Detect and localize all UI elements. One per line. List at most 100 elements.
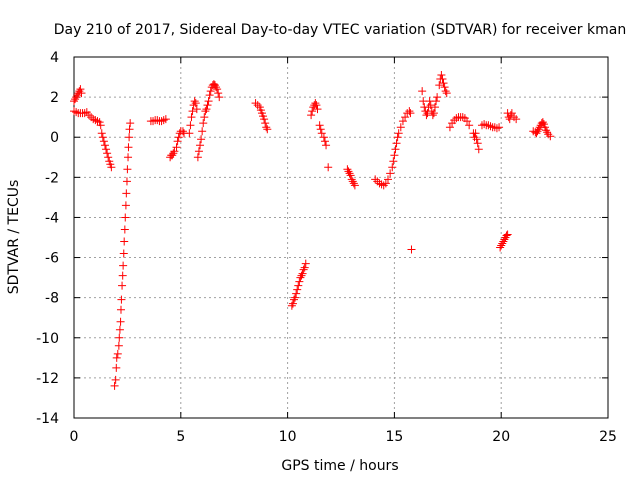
data-point-marker xyxy=(210,81,219,90)
data-point-marker xyxy=(291,293,300,302)
x-axis-label: GPS time / hours xyxy=(281,458,398,474)
data-point-marker xyxy=(166,153,175,162)
data-point-marker xyxy=(77,89,86,98)
data-point-marker xyxy=(496,243,505,252)
data-point-marker xyxy=(371,175,380,184)
data-point-marker xyxy=(401,113,410,122)
data-point-marker xyxy=(438,75,447,84)
data-point-marker xyxy=(388,163,397,172)
data-point-marker xyxy=(299,265,308,274)
data-point-marker xyxy=(427,107,436,116)
data-point-marker xyxy=(262,123,271,132)
data-point-marker xyxy=(261,119,270,128)
data-point-marker xyxy=(100,141,109,150)
y-axis-label: SDTVAR / TECUs xyxy=(6,180,22,295)
data-point-marker xyxy=(213,85,222,94)
data-point-marker xyxy=(168,151,177,160)
data-point-marker xyxy=(203,101,212,110)
data-point-marker xyxy=(190,97,199,106)
data-point-marker xyxy=(202,105,211,114)
data-point-marker xyxy=(308,107,317,116)
data-point-marker xyxy=(343,165,352,174)
data-point-marker xyxy=(186,121,195,130)
data-point-marker xyxy=(313,105,322,114)
data-point-marker xyxy=(119,261,128,270)
data-point-marker xyxy=(102,145,111,154)
data-point-marker xyxy=(200,113,209,122)
data-point-marker xyxy=(76,85,85,94)
data-point-marker xyxy=(97,129,106,138)
data-point-marker xyxy=(543,128,552,137)
data-point-marker xyxy=(296,273,305,282)
data-point-marker xyxy=(473,139,482,148)
data-point-marker xyxy=(159,116,168,125)
data-point-marker xyxy=(346,171,355,180)
data-point-marker xyxy=(510,113,519,122)
data-point-marker xyxy=(345,169,354,178)
data-point-marker xyxy=(502,231,511,240)
data-point-marker xyxy=(113,349,122,358)
y-tick-label: 2 xyxy=(50,90,59,106)
data-point-marker xyxy=(124,143,133,152)
y-tick-label: -14 xyxy=(36,411,59,427)
data-point-marker xyxy=(319,133,328,142)
data-point-marker xyxy=(428,111,437,120)
data-point-marker xyxy=(439,79,448,88)
y-tick-label: -6 xyxy=(45,251,59,267)
data-point-marker xyxy=(121,201,130,210)
data-point-marker xyxy=(104,153,113,162)
data-point-marker xyxy=(91,116,100,125)
x-tick-label: 0 xyxy=(70,429,79,445)
data-point-marker xyxy=(534,125,543,134)
data-point-marker xyxy=(194,147,203,156)
data-point-marker xyxy=(503,230,512,239)
data-point-marker xyxy=(381,179,390,188)
data-point-marker xyxy=(507,109,516,118)
data-point-marker xyxy=(435,81,444,90)
data-point-marker xyxy=(93,117,102,126)
data-point-marker xyxy=(215,93,224,102)
data-point-marker xyxy=(99,137,108,146)
data-point-marker xyxy=(307,111,316,120)
data-point-marker xyxy=(406,109,415,118)
data-point-marker xyxy=(123,165,132,174)
data-point-marker xyxy=(292,289,301,298)
data-point-marker xyxy=(116,305,125,314)
data-point-marker xyxy=(512,115,521,124)
data-point-marker xyxy=(290,295,299,304)
data-point-marker xyxy=(311,99,320,108)
data-point-marker xyxy=(178,127,187,136)
data-point-marker xyxy=(169,149,178,158)
data-point-marker xyxy=(298,269,307,278)
data-point-marker xyxy=(170,147,179,156)
data-point-marker xyxy=(429,109,438,118)
data-point-marker xyxy=(440,83,449,92)
y-tick-label: -10 xyxy=(36,331,59,347)
data-point-marker xyxy=(293,285,302,294)
data-point-marker xyxy=(287,301,296,310)
data-point-marker xyxy=(87,113,96,122)
data-point-marker xyxy=(533,127,542,136)
data-point-marker xyxy=(295,277,304,286)
data-point-marker xyxy=(418,87,427,96)
data-point-marker xyxy=(196,141,205,150)
data-point-marker xyxy=(450,116,459,125)
data-point-marker xyxy=(544,130,553,139)
x-tick-label: 25 xyxy=(599,429,617,445)
data-point-marker xyxy=(115,325,124,334)
data-point-marker xyxy=(103,149,112,158)
data-point-marker xyxy=(322,141,331,150)
data-point-marker xyxy=(72,93,81,102)
data-point-marker xyxy=(393,133,402,142)
data-point-marker xyxy=(185,129,194,138)
data-point-marker xyxy=(251,99,260,108)
data-point-marker xyxy=(119,249,128,258)
data-point-marker xyxy=(70,97,78,106)
data-points xyxy=(70,71,555,390)
data-point-marker xyxy=(506,111,515,120)
data-point-marker xyxy=(463,117,472,126)
y-tick-label: -4 xyxy=(45,210,59,226)
data-point-marker xyxy=(212,83,221,92)
data-point-marker xyxy=(117,295,126,304)
